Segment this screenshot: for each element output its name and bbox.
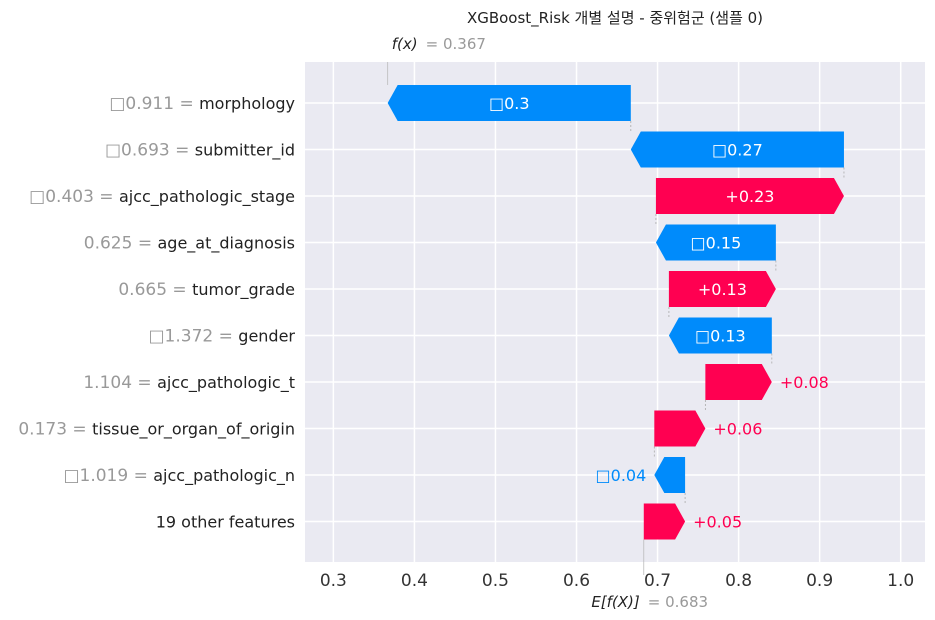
feature-label: 0.625 = age_at_diagnosis <box>84 234 295 254</box>
bar-value-label: □0.3 <box>489 94 530 113</box>
fx-annotation: f(x) = 0.367 <box>392 35 486 53</box>
feature-value: 0.173 = <box>18 420 92 440</box>
feature-name: gender <box>238 327 295 346</box>
base-value: = 0.683 <box>648 593 708 611</box>
x-tick-label: 0.5 <box>482 571 509 591</box>
bar-ajcc_pathologic_n <box>654 457 686 493</box>
bar-ajcc_pathologic_stage <box>655 178 844 214</box>
bar-gender <box>668 317 772 354</box>
base-annotation: E[f(X)] = 0.683 <box>591 593 708 611</box>
bar-morphology <box>387 85 631 121</box>
feature-label: 19 other features <box>156 513 295 532</box>
bar-value-label: +0.06 <box>713 420 762 439</box>
chart-title: XGBoost_Risk 개별 설명 - 중위험군 (샘플 0) <box>467 9 763 28</box>
feature-label: 0.665 = tumor_grade <box>118 280 295 300</box>
x-tick-label: 1.0 <box>887 571 914 591</box>
feature-labels: □0.911 = morphology □0.693 = submitter_id… <box>18 94 295 532</box>
feature-value: 0.665 = <box>118 280 192 300</box>
feature-value: 0.625 = <box>84 234 158 254</box>
bars: □0.3 □0.27 +0.23 □0.15 +0.13 □0.13 +0.08 +0.06 □… <box>387 85 844 540</box>
bar-19-other-features <box>643 503 686 540</box>
feature-value: □0.693 = <box>105 141 195 161</box>
feature-label: 0.173 = tissue_or_organ_of_origin <box>18 420 295 440</box>
feature-label: □0.403 = ajcc_pathologic_stage <box>29 187 295 207</box>
bar-value-label: +0.23 <box>725 187 774 206</box>
x-tick-label: 0.9 <box>806 571 833 591</box>
feature-name: age_at_diagnosis <box>158 234 296 254</box>
bar-value-label: □0.13 <box>695 327 746 346</box>
fx-value: = 0.367 <box>426 35 486 53</box>
bar-value-label: +0.08 <box>780 373 829 392</box>
feature-label: □1.372 = gender <box>149 327 296 347</box>
connector-lines <box>387 62 845 575</box>
feature-value: □0.911 = <box>109 94 199 114</box>
feature-label: □1.019 = ajcc_pathologic_n <box>63 466 295 486</box>
feature-label: □0.911 = morphology <box>109 94 295 114</box>
base-value-label: E[f(X)] <box>591 593 640 611</box>
x-tick-label: 0.8 <box>725 571 752 591</box>
bar-value-label: □0.27 <box>712 141 763 160</box>
feature-value: □1.372 = <box>149 327 239 347</box>
bar-value-label: +0.13 <box>698 280 747 299</box>
x-tick-labels: 0.3 0.4 0.5 0.6 0.7 0.8 0.9 1.0 <box>320 571 914 591</box>
bar-tissue_or_organ_of_origin <box>654 410 706 447</box>
feature-value: 1.104 = <box>83 373 157 393</box>
bar-age_at_diagnosis <box>655 224 776 261</box>
feature-name: morphology <box>199 94 295 113</box>
fx-label: f(x) <box>392 35 418 53</box>
feature-label: □0.693 = submitter_id <box>105 141 295 161</box>
x-tick-label: 0.3 <box>320 571 347 591</box>
x-tick-label: 0.6 <box>563 571 590 591</box>
feature-name: ajcc_pathologic_stage <box>119 187 295 207</box>
feature-name: submitter_id <box>195 141 295 161</box>
feature-name: tissue_or_organ_of_origin <box>92 420 295 440</box>
x-tick-label: 0.7 <box>644 571 671 591</box>
bar-value-label: □0.15 <box>691 234 742 253</box>
feature-name: tumor_grade <box>192 280 295 300</box>
feature-label: 1.104 = ajcc_pathologic_t <box>83 373 295 393</box>
bar-value-label: +0.05 <box>693 513 742 532</box>
bar-tumor_grade <box>668 271 776 307</box>
feature-value: □1.019 = <box>63 466 153 486</box>
bar-value-label: □0.04 <box>596 466 647 485</box>
bar-submitter_id <box>630 131 844 168</box>
x-tick-label: 0.4 <box>401 571 428 591</box>
feature-name: 19 other features <box>156 513 295 532</box>
bar-ajcc_pathologic_t <box>705 364 772 400</box>
feature-name: ajcc_pathologic_n <box>153 466 295 486</box>
feature-value: □0.403 = <box>29 187 119 207</box>
feature-name: ajcc_pathologic_t <box>157 373 295 393</box>
